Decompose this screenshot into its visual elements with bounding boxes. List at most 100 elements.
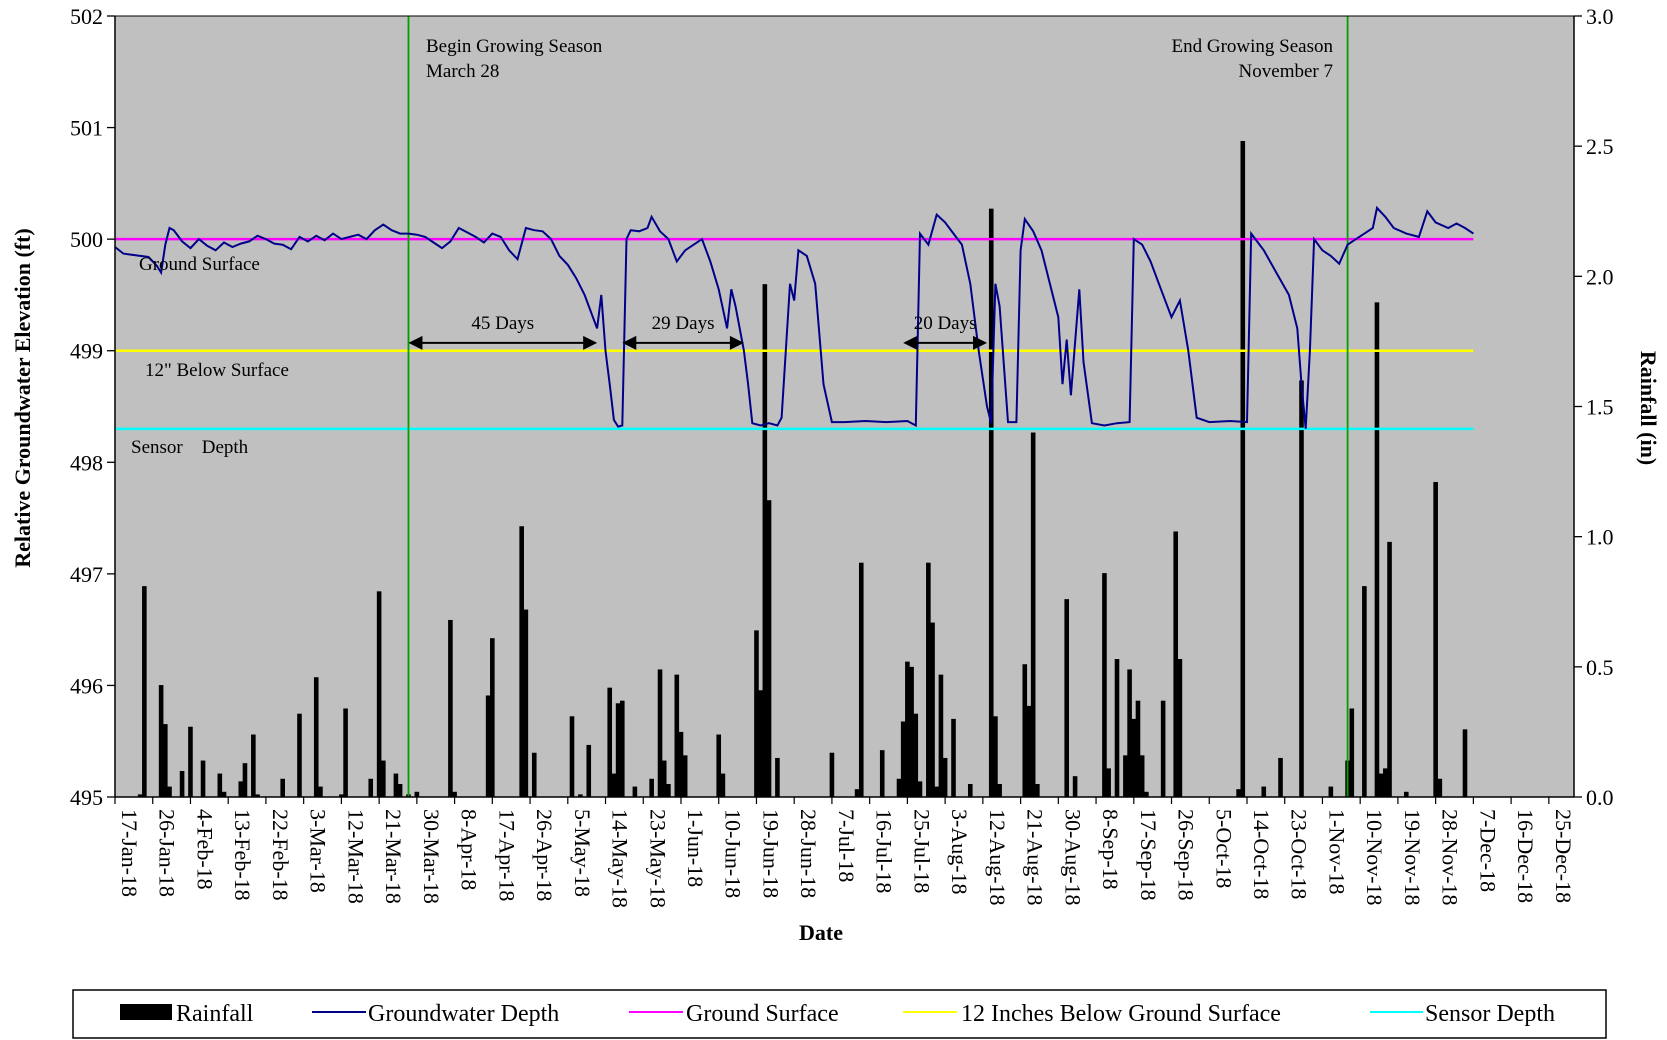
rainfall-bar-47 [678,731,684,797]
rainfall-bar-109 [1437,778,1443,797]
end-season-date: November 7 [1239,61,1333,82]
rainfall-bar-57 [854,789,860,797]
rainfall-bar-35 [578,794,583,797]
rainfall-bar-33 [531,752,537,797]
y-right-tick-label: 2.5 [1586,134,1614,159]
rainfall-bar-1 [142,586,147,797]
rainfall-bar-77 [1026,705,1032,797]
legend-label-twelve-inch: 12 Inches Below Ground Surface [961,1001,1281,1027]
rainfall-bar-28 [452,791,457,797]
x-tick-label: 28-Jun-18 [796,809,821,898]
rainfall-bar-22 [381,760,386,797]
rainfall-bar-91 [1160,700,1166,797]
rainfall-bar-24 [397,783,403,797]
sensor-depth-annotation: Sensor Depth [131,437,249,458]
rainfall-bar-59 [879,750,885,797]
y-right-tick-label: 3.0 [1586,4,1614,29]
x-tick-label: 25-Jul-18 [909,809,934,893]
rainfall-bar-38 [611,773,617,797]
rainfall-bar-58 [858,562,864,797]
rainfall-bar-0 [137,794,143,797]
rainfall-bar-3 [163,724,168,797]
x-tick-label: 25-Dec-18 [1551,809,1576,903]
x-tick-label: 16-Jul-18 [872,809,897,893]
rainfall-bar-64 [913,713,919,797]
rainfall-bar-31 [519,526,524,797]
x-tick-label: 17-Sep-18 [1136,809,1161,901]
rainfall-bar-55 [775,757,780,797]
rainfall-bar-60 [896,778,902,797]
x-tick-label: 12-Mar-18 [343,809,368,904]
rainfall-bar-99 [1328,786,1334,797]
end-season-label: End Growing Season [1172,36,1334,57]
legend-label-ground-surface: Ground Surface [686,1001,839,1027]
rainfall-bar-46 [674,674,680,797]
rainfall-bar-14 [280,778,286,797]
y-left-tick-label: 495 [70,785,103,810]
rainfall-bar-11 [242,763,248,797]
rainfall-bar-80 [1064,599,1070,797]
arrow-head-left [903,335,918,350]
x-tick-label: 10-Nov-18 [1362,809,1387,906]
rainfall-bar-26 [414,791,420,797]
rainfall-bar-7 [200,760,206,797]
x-tick-label: 30-Aug-18 [1060,809,1085,906]
rainfall-bar-40 [619,700,625,797]
x-tick-label: 1-Jun-18 [683,809,708,887]
rainfall-bar-5 [179,770,185,797]
x-tick-label: 22-Feb-18 [268,809,293,901]
x-tick-label: 3-Mar-18 [306,809,331,893]
rainfall-bar-15 [297,713,302,797]
x-tick-label: 5-Oct-18 [1211,809,1236,888]
legend-box [72,989,1607,1039]
rainfall-bar-82 [1102,573,1107,797]
rainfall-bar-79 [1035,783,1040,797]
rainfall-bar-23 [393,773,399,797]
rainfall-bar-83 [1106,768,1111,797]
y-right-tick-label: 1.5 [1586,395,1614,420]
rainfall-bar-108 [1433,481,1438,797]
rainfall-bar-34 [569,716,575,797]
x-tick-label: 17-Apr-18 [494,809,519,901]
rainfall-bar-72 [967,783,973,797]
rainfall-bar-70 [942,757,948,797]
begin-season-label: Begin Growing Season [426,36,603,57]
rainfall-bar-88 [1135,700,1141,797]
rainfall-bar-51 [754,630,759,797]
rainfall-bar-84 [1114,659,1120,797]
x-tick-label: 8-Sep-18 [1098,809,1123,890]
rainfall-bar-21 [376,591,382,797]
rainfall-bar-65 [917,781,923,797]
x-tick-label: 30-Mar-18 [419,809,444,904]
rainfall-bar-107 [1403,791,1409,797]
rainfall-bar-30 [490,638,495,797]
arrow-head-left [408,335,423,350]
x-tick-label: 12-Aug-18 [985,809,1010,906]
duration-label-0: 45 Days [471,313,534,334]
x-tick-label: 23-May-18 [645,809,670,908]
duration-label-2: 20 Days [914,313,977,334]
rainfall-bar-6 [188,726,193,797]
rainfall-bar-81 [1072,776,1078,797]
annotations: Begin Growing Season March 28 End Growin… [131,36,1333,458]
rainfall-bar-62 [905,661,910,797]
x-tick-label: 10-Jun-18 [721,809,746,898]
x-tick-label: 3-Aug-18 [947,809,972,895]
rainfall-bar-110 [1462,729,1468,797]
plot-area [115,16,1574,797]
growing-season-lines [407,16,1349,797]
rainfall-bar-73 [988,208,994,797]
rainfall-bar-89 [1139,755,1145,797]
rainfall-bar-18 [339,794,344,797]
rainfall-bar-12 [251,734,256,797]
rainfall-bar-66 [926,562,931,797]
legend-swatch-rainfall [120,1004,172,1020]
y-right-tick-label: 2.0 [1586,264,1614,289]
rainfall-bar-17 [318,786,323,797]
rainfall-bar-71 [951,718,956,797]
x-tick-label: 19-Nov-18 [1400,809,1425,906]
rainfall-bar-20 [368,778,374,797]
rainfall-bar-95 [1240,140,1246,797]
rainfall-bar-90 [1144,791,1149,797]
